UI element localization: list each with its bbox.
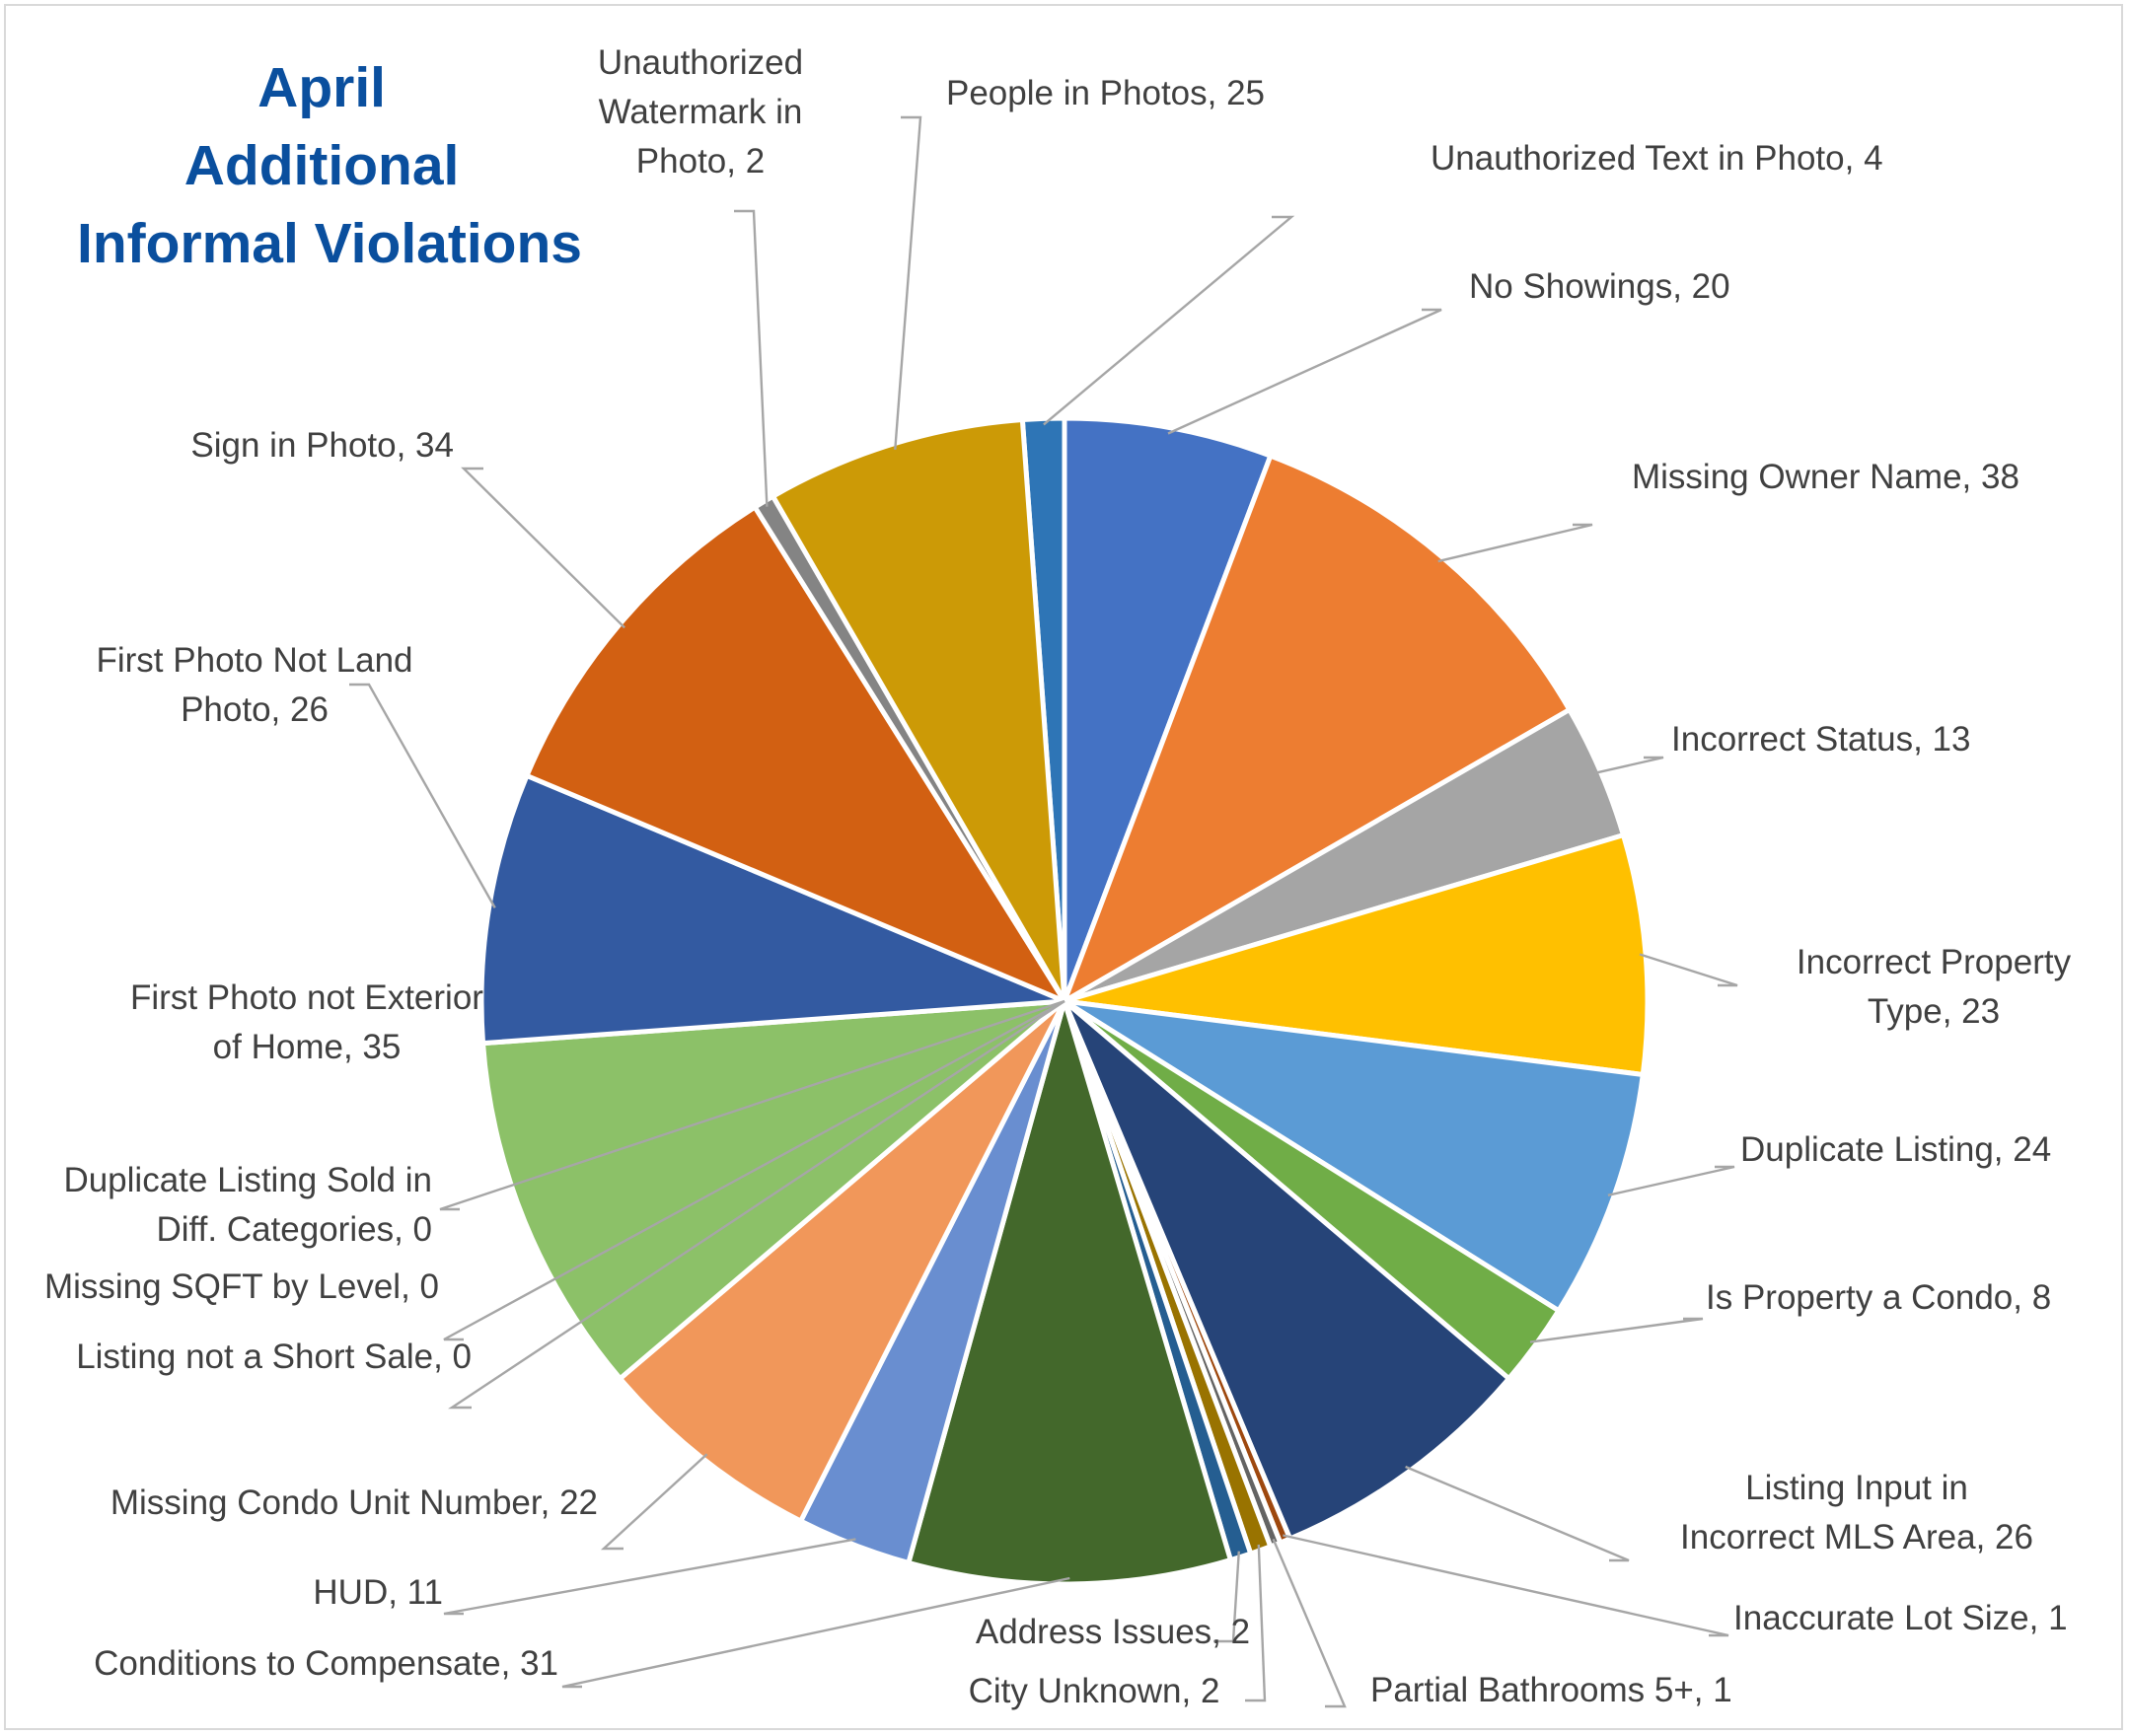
data-label-address-issues: Address Issues, 2 xyxy=(976,1613,1250,1651)
data-label-sign-in-photo: Sign in Photo, 34 xyxy=(190,426,454,465)
slice-incorrect-property-type xyxy=(1064,832,1651,1078)
chart-title: April Additional Informal Violations xyxy=(77,56,582,275)
data-label-missing-owner-name: Missing Owner Name, 38 xyxy=(1632,458,2019,496)
leader-line-partial-bathrooms-5 xyxy=(1272,1538,1347,1708)
leader-line-people-in-photos xyxy=(894,115,922,450)
data-label-inaccurate-lot-size: Inaccurate Lot Size, 1 xyxy=(1733,1599,2068,1637)
data-label-duplicate-listing-sold-in-diff-categories: Duplicate Listing Sold in Diff. Categorie… xyxy=(63,1161,432,1249)
data-label-no-showings: No Showings, 20 xyxy=(1469,267,1730,306)
slice-people-in-photos xyxy=(770,416,1067,1003)
data-label-missing-sqft-by-level: Missing SQFT by Level, 0 xyxy=(44,1267,439,1306)
data-label-incorrect-property-type: Incorrect Property Type, 23 xyxy=(1797,943,2072,1031)
data-label-line: First Photo Not Land xyxy=(97,641,413,680)
data-label-line: Partial Bathrooms 5+, 1 xyxy=(1370,1671,1732,1709)
slice-conditions-to-compensate xyxy=(905,991,1234,1587)
slice-listing-input-in-incorrect-mls-area xyxy=(1062,999,1512,1543)
leader-line-duplicate-listing-sold-in-diff-categories xyxy=(439,999,1065,1211)
data-label-people-in-photos: People in Photos, 25 xyxy=(946,74,1265,112)
data-label-line: People in Photos, 25 xyxy=(946,74,1265,112)
data-label-partial-bathrooms-5: Partial Bathrooms 5+, 1 xyxy=(1370,1671,1732,1709)
data-label-line: Unauthorized Text in Photo, 4 xyxy=(1431,139,1883,178)
data-label-line: Watermark in xyxy=(599,93,803,131)
leader-line-is-property-a-condo xyxy=(1529,1317,1704,1343)
slice-missing-owner-name xyxy=(1060,452,1574,1007)
slice-first-photo-not-exterior-of-home xyxy=(479,997,1072,1383)
data-label-unauthorized-watermark-in-photo: Unauthorized Watermark in Photo, 2 xyxy=(598,43,803,181)
leader-line-sign-in-photo xyxy=(461,467,625,629)
data-label-missing-condo-unit-number: Missing Condo Unit Number, 22 xyxy=(110,1483,598,1522)
data-label-line: Photo, 26 xyxy=(181,690,329,729)
data-label-line: Unauthorized xyxy=(598,43,803,82)
data-label-line: Listing Input in xyxy=(1745,1469,1968,1507)
leader-line-listing-not-a-short-sale xyxy=(448,1000,1065,1410)
data-label-line: Missing SQFT by Level, 0 xyxy=(44,1267,439,1306)
data-label-is-property-a-condo: Is Property a Condo, 8 xyxy=(1706,1278,2051,1317)
leader-line-missing-condo-unit-number xyxy=(600,1453,708,1551)
data-label-line: Incorrect Status, 13 xyxy=(1671,720,1970,759)
data-label-listing-input-in-incorrect-mls-area: Listing Input in Incorrect MLS Area, 26 xyxy=(1680,1469,2033,1556)
data-label-line: Inaccurate Lot Size, 1 xyxy=(1733,1599,2068,1637)
data-label-line: City Unknown, 2 xyxy=(969,1672,1220,1710)
chart-title-line-1: April xyxy=(257,56,386,119)
data-label-first-photo-not-land-photo: First Photo Not Land Photo, 26 xyxy=(97,641,413,729)
data-label-line: Type, 23 xyxy=(1868,992,2000,1031)
data-label-line: First Photo not Exterior xyxy=(130,978,483,1017)
pie-slices xyxy=(478,415,1651,1587)
data-label-duplicate-listing: Duplicate Listing, 24 xyxy=(1740,1130,2051,1169)
data-label-line: Missing Owner Name, 38 xyxy=(1632,458,2019,496)
leader-line-missing-sqft-by-level xyxy=(443,999,1065,1341)
data-label-line: Duplicate Listing, 24 xyxy=(1740,1130,2051,1169)
slice-duplicate-listing xyxy=(1063,998,1647,1315)
data-label-line: Missing Condo Unit Number, 22 xyxy=(110,1483,598,1522)
chart-title-line-3: Informal Violations xyxy=(77,212,582,275)
leader-line-inaccurate-lot-size xyxy=(1283,1534,1729,1637)
slice-no-showings xyxy=(1062,415,1275,1002)
leader-line-first-photo-not-land-photo xyxy=(349,683,496,908)
data-label-listing-not-a-short-sale: Listing not a Short Sale, 0 xyxy=(76,1338,472,1376)
data-label-unauthorized-text-in-photo: Unauthorized Text in Photo, 4 xyxy=(1431,139,1883,178)
data-label-city-unknown: City Unknown, 2 xyxy=(969,1672,1220,1710)
leader-line-no-showings xyxy=(1167,308,1442,435)
data-label-line: Diff. Categories, 0 xyxy=(157,1210,433,1249)
leader-line-incorrect-property-type xyxy=(1639,953,1738,987)
leader-line-unauthorized-text-in-photo xyxy=(1043,215,1295,426)
data-label-line: No Showings, 20 xyxy=(1469,267,1730,306)
leader-line-hud xyxy=(443,1538,856,1616)
data-label-line: Incorrect MLS Area, 26 xyxy=(1680,1518,2033,1556)
slice-first-photo-not-land-photo xyxy=(478,772,1065,1047)
leader-line-incorrect-status xyxy=(1594,756,1664,774)
leader-line-conditions-to-compensate xyxy=(561,1576,1070,1689)
data-label-line: Address Issues, 2 xyxy=(976,1613,1250,1651)
chart-title-line-2: Additional xyxy=(184,134,460,197)
data-label-line: Photo, 2 xyxy=(636,142,765,181)
leader-line-listing-input-in-incorrect-mls-area xyxy=(1405,1465,1630,1562)
leader-line-missing-owner-name xyxy=(1437,523,1593,563)
leader-lines xyxy=(349,115,1738,1708)
data-label-line: of Home, 35 xyxy=(213,1028,402,1066)
data-label-line: Incorrect Property xyxy=(1797,943,2072,981)
leader-line-city-unknown xyxy=(1245,1544,1267,1702)
data-label-line: HUD, 11 xyxy=(313,1573,443,1612)
data-label-conditions-to-compensate: Conditions to Compensate, 31 xyxy=(94,1644,558,1683)
data-label-first-photo-not-exterior-of-home: First Photo not Exterior of Home, 35 xyxy=(130,978,483,1066)
leader-line-unauthorized-watermark-in-photo xyxy=(734,209,769,507)
data-label-incorrect-status: Incorrect Status, 13 xyxy=(1671,720,1970,759)
data-label-line: Duplicate Listing Sold in xyxy=(63,1161,432,1199)
data-label-line: Is Property a Condo, 8 xyxy=(1706,1278,2051,1317)
data-label-hud: HUD, 11 xyxy=(313,1573,443,1612)
data-label-line: Sign in Photo, 34 xyxy=(190,426,454,465)
chart-frame xyxy=(4,4,2123,1730)
data-label-line: Listing not a Short Sale, 0 xyxy=(76,1338,472,1376)
data-label-line: Conditions to Compensate, 31 xyxy=(94,1644,558,1683)
leader-line-duplicate-listing xyxy=(1607,1165,1735,1196)
leader-line-address-issues xyxy=(1213,1551,1240,1643)
data-labels: Unauthorized Text in Photo, 4 No Showings… xyxy=(44,43,2072,1710)
